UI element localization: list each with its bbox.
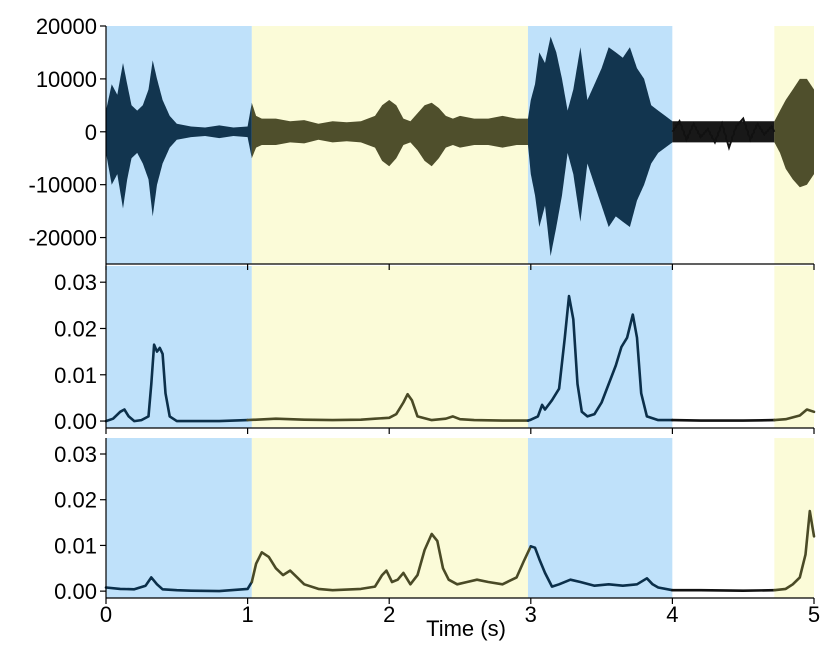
segment-band-waveform-3 — [672, 26, 775, 264]
x-tick-label-3: 3 — [525, 602, 537, 627]
y-tick-label-feature-1-0: 0.03 — [54, 270, 97, 295]
y-tick-label-waveform-3: -10000 — [28, 173, 97, 198]
waveform-quiet-trace — [671, 116, 776, 151]
y-tick-label-feature-2-3: 0.00 — [54, 579, 97, 604]
segment-backgrounds — [106, 26, 814, 598]
segment-band-feature-1-0 — [106, 266, 252, 428]
line-feature-2-part-2 — [529, 545, 674, 592]
y-tick-label-feature-1-1: 0.02 — [54, 316, 97, 341]
segment-band-feature-1-1 — [251, 266, 528, 428]
y-tick-label-waveform-1: 10000 — [36, 67, 97, 92]
y-tick-label-waveform-4: -20000 — [28, 226, 97, 251]
line-feature-1-part-1 — [246, 392, 530, 422]
segment-band-feature-2-3 — [672, 438, 775, 598]
axes — [100, 25, 815, 604]
segment-band-feature-1-4 — [774, 266, 814, 428]
line-feature-2-part-1 — [250, 532, 533, 592]
segment-band-feature-2-0 — [106, 438, 252, 598]
line-feature-1-part-2 — [526, 294, 674, 422]
line-feature-2-part-0 — [104, 576, 254, 593]
x-tick-label-1: 1 — [241, 602, 253, 627]
y-tick-label-feature-2-0: 0.03 — [54, 442, 97, 467]
line-feature-2-part-3 — [671, 588, 776, 592]
segment-band-feature-2-4 — [774, 438, 814, 598]
x-tick-label-0: 0 — [100, 602, 112, 627]
segment-band-feature-2-1 — [251, 438, 528, 598]
line-feature-1-part-4 — [773, 408, 816, 422]
segment-band-feature-1-3 — [672, 266, 775, 428]
y-tick-label-feature-2-1: 0.02 — [54, 488, 97, 513]
line-feature-2-part-4 — [773, 509, 816, 592]
y-tick-label-feature-1-3: 0.00 — [54, 409, 97, 434]
x-tick-label-5: 5 — [808, 602, 820, 627]
y-tick-label-waveform-2: 0 — [85, 120, 97, 145]
line-feature-1-part-0 — [104, 343, 249, 423]
y-tick-label-feature-2-2: 0.01 — [54, 533, 97, 558]
segment-band-feature-2-2 — [527, 438, 673, 598]
x-tick-label-4: 4 — [666, 602, 678, 627]
line-feature-1-part-3 — [671, 418, 776, 422]
tick-labels: 20000100000-10000-200000.030.020.010.000… — [28, 14, 820, 627]
y-tick-label-waveform-0: 20000 — [36, 14, 97, 39]
x-axis-label: Time (s) — [426, 616, 506, 641]
y-tick-label-feature-1-2: 0.01 — [54, 363, 97, 388]
x-tick-label-2: 2 — [383, 602, 395, 627]
